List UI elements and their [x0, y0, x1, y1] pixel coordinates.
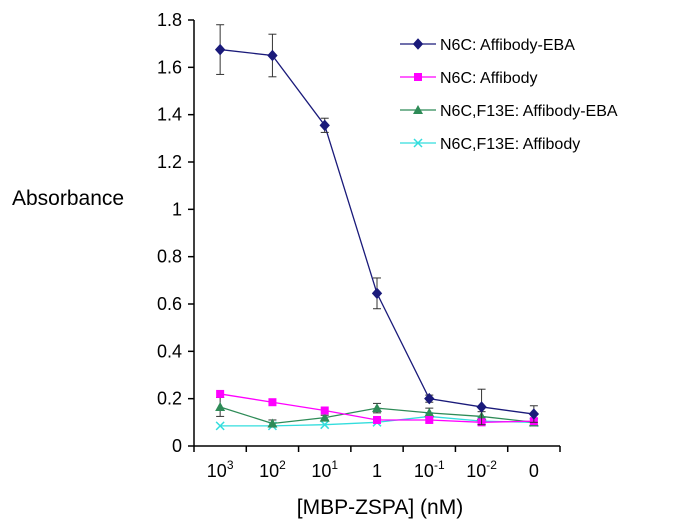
x-tick-label: 10-1	[414, 458, 445, 481]
data-point	[268, 398, 277, 407]
data-point	[371, 287, 383, 300]
x-tick-label: 0	[529, 461, 539, 481]
plot-area: 0 0.2 0.4 0.6 0.8 1 1.2 1.4 1.6 1.8 103 102 101 1 10-1…	[157, 10, 561, 481]
legend-label: N6C: Affibody-EBA	[440, 37, 575, 54]
data-point	[215, 401, 226, 411]
marker-stroke	[215, 421, 225, 431]
data-point	[320, 406, 329, 415]
x-tick-label: 1	[372, 461, 382, 481]
y-tick-label: 1	[172, 199, 182, 219]
data-point	[267, 418, 278, 428]
legend: N6C: Affibody-EBA N6C: Affibody N6C,F13E: …	[400, 37, 618, 153]
x-tick-label: 102	[259, 458, 286, 481]
y-tick-label: 0	[172, 436, 182, 456]
legend-entry: N6C,F13E: Affibody	[400, 136, 580, 153]
legend-entry: N6C: Affibody-EBA	[400, 37, 575, 54]
data-point	[372, 403, 382, 413]
legend-entry: N6C: Affibody	[400, 70, 538, 87]
x-tick-label: 103	[207, 458, 234, 481]
y-tick-label: 1.4	[157, 105, 182, 125]
data-point	[373, 415, 381, 424]
legend-marker	[414, 73, 422, 81]
legend-marker	[412, 38, 424, 50]
legend-marker	[413, 138, 423, 148]
y-tick-label: 0.6	[157, 294, 182, 314]
x-tick-label: 10-2	[466, 458, 497, 481]
data-point	[425, 415, 434, 424]
marker-stroke	[320, 420, 330, 430]
legend-label: N6C: Affibody	[440, 70, 538, 87]
data-point	[528, 408, 540, 420]
marker-stroke	[413, 138, 423, 148]
data-point	[319, 412, 330, 422]
data-point	[476, 401, 487, 413]
series-0	[214, 24, 540, 426]
y-tick-label: 0.2	[157, 389, 182, 409]
data-point	[319, 119, 330, 132]
y-tick-label: 0.8	[157, 247, 182, 267]
legend-marker	[413, 105, 423, 114]
legend-label: N6C,F13E: Affibody	[440, 136, 580, 153]
data-point	[320, 420, 330, 430]
legend-label: N6C,F13E: Affibody-EBA	[440, 103, 618, 120]
y-tick-label: 1.8	[157, 10, 182, 30]
data-point	[214, 43, 226, 56]
data-point	[216, 389, 225, 398]
data-point	[424, 392, 435, 405]
data-point	[215, 421, 225, 431]
y-tick-label: 1.2	[157, 152, 182, 172]
y-axis-title: Absorbance	[12, 187, 124, 210]
y-tick-label: 0.4	[157, 341, 182, 361]
x-tick-label: 101	[311, 458, 338, 481]
data-point	[424, 407, 435, 417]
legend-entry: N6C,F13E: Affibody-EBA	[400, 103, 618, 120]
y-tick-label: 1.6	[157, 57, 182, 77]
x-axis-title: [MBP-ZSPA] (nM)	[297, 496, 463, 519]
data-point	[267, 49, 278, 62]
